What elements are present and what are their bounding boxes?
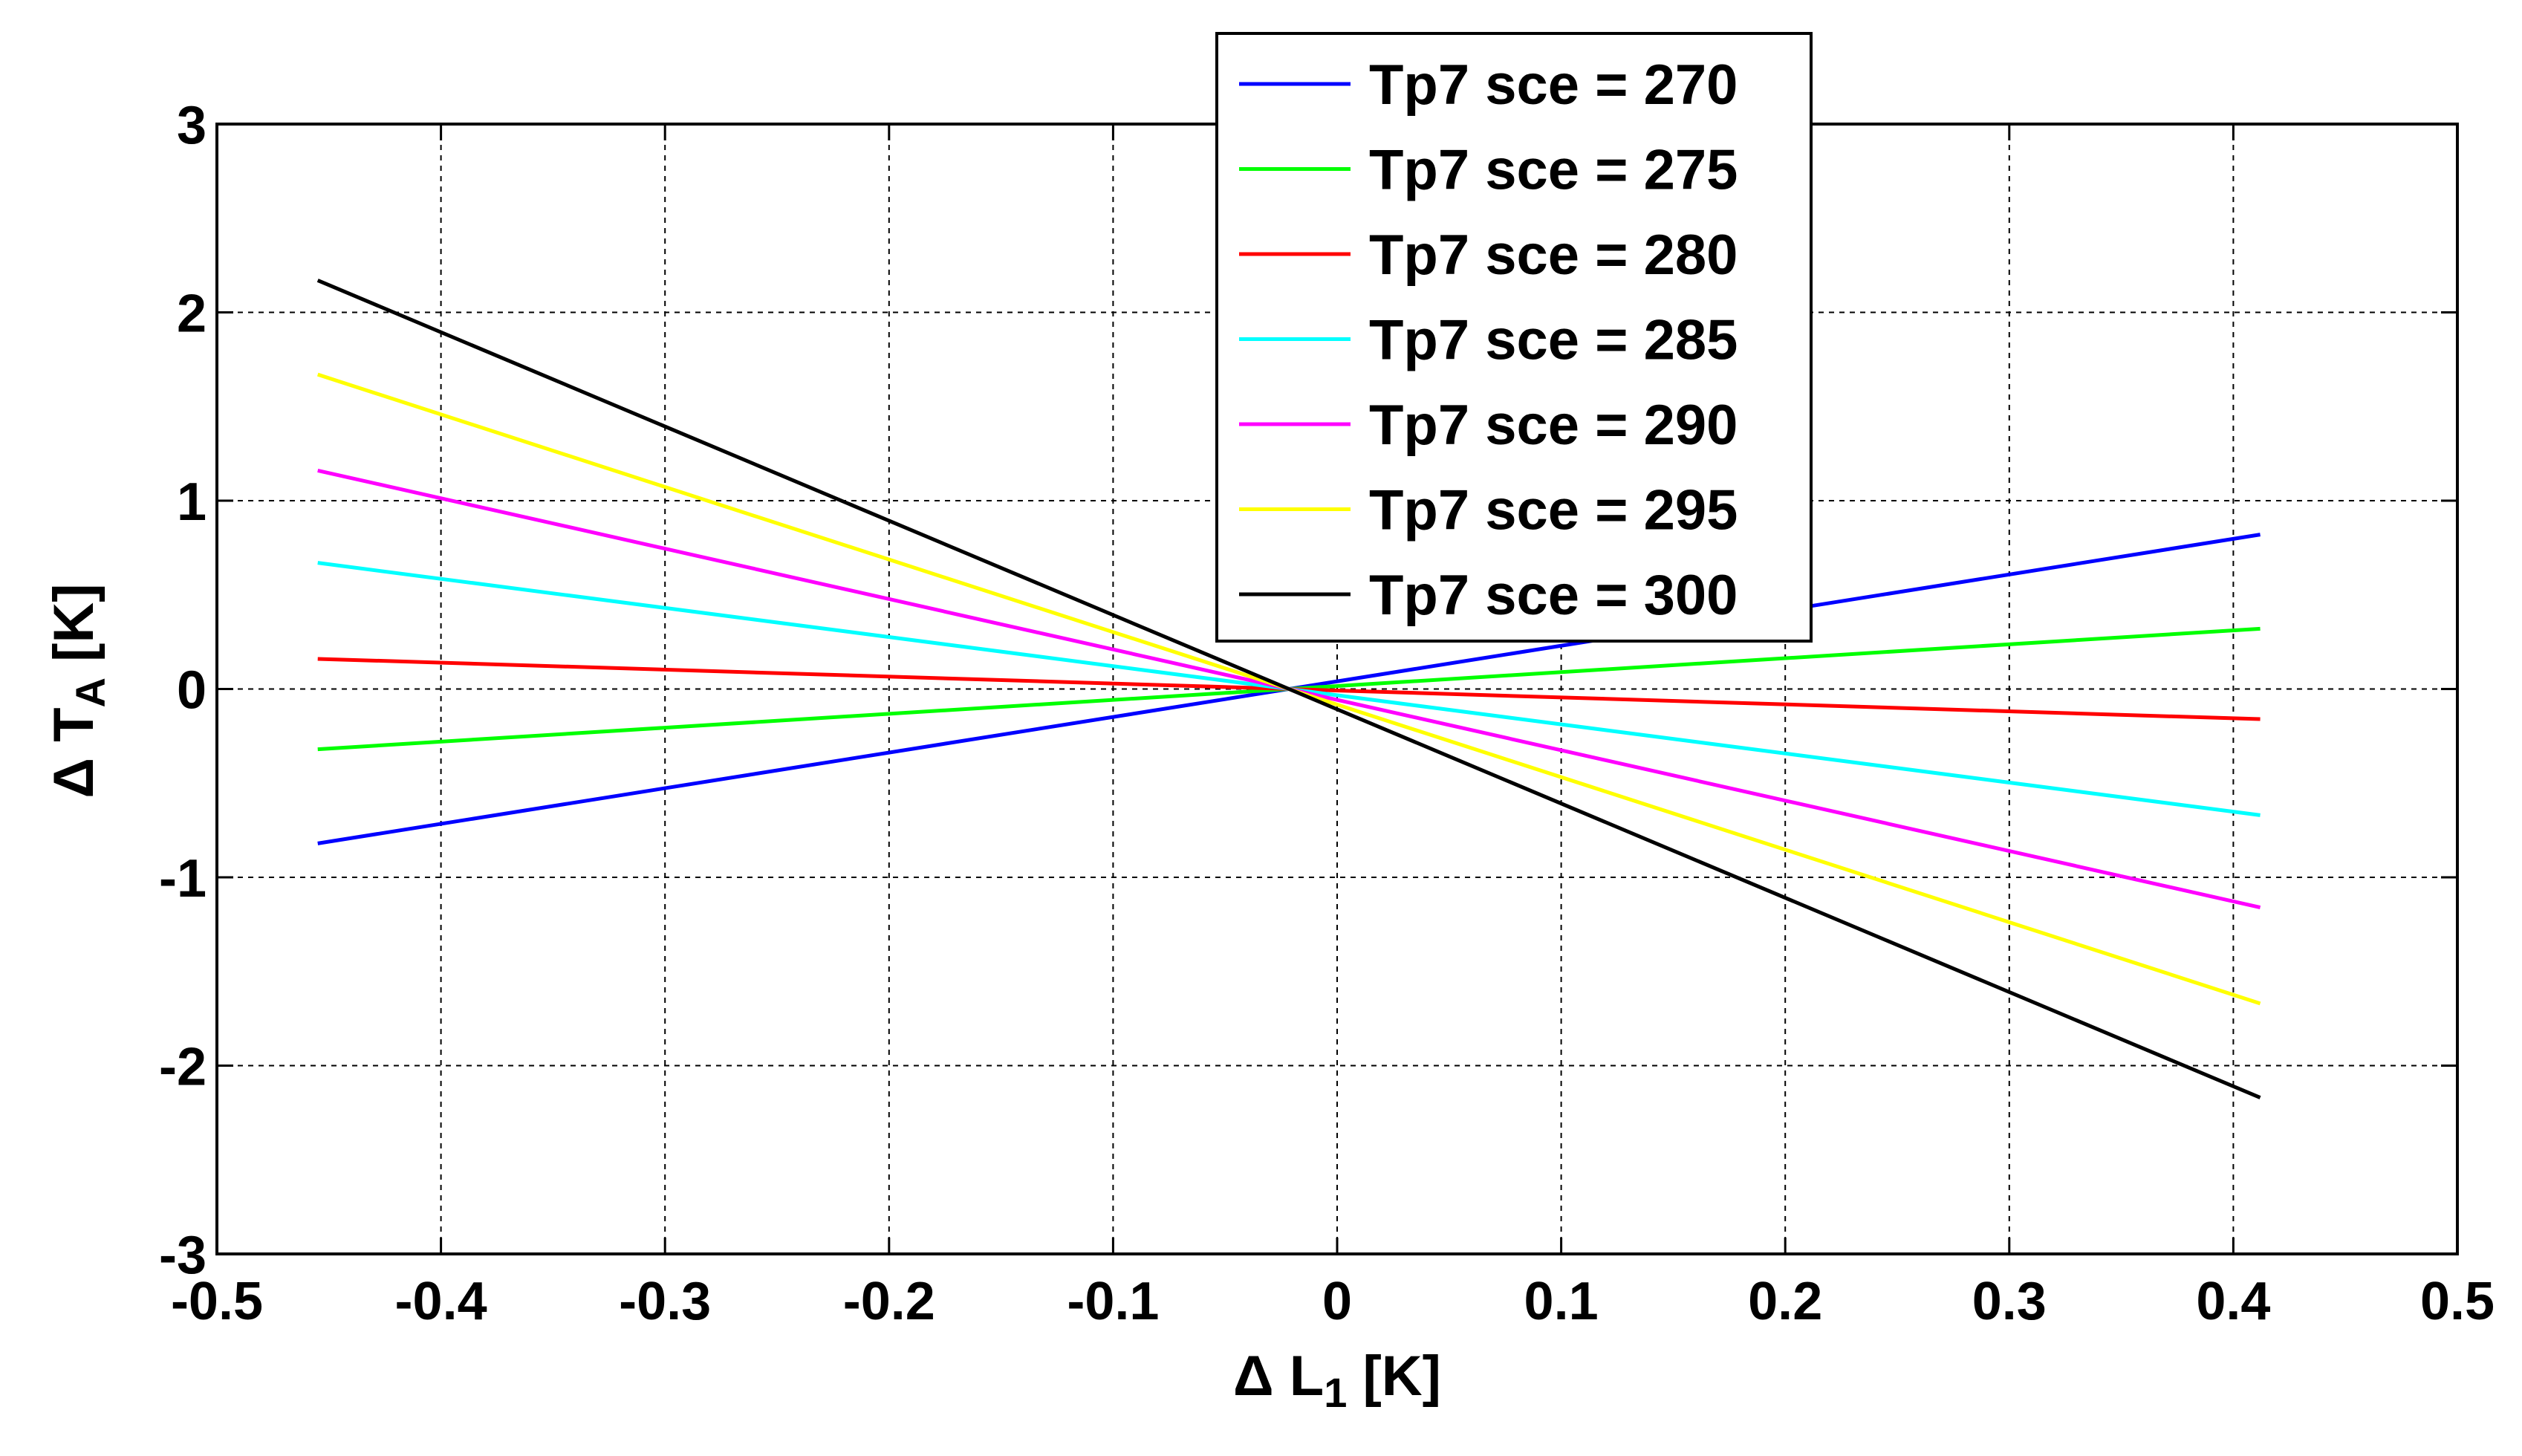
- x-tick-label: 0: [1322, 1272, 1352, 1331]
- y-tick-label: -1: [159, 849, 207, 909]
- legend-label: Tp7 sce = 275: [1369, 139, 1738, 202]
- x-tick-label: 0.3: [1972, 1272, 2047, 1331]
- x-axis-label: Δ L1 [K]: [1233, 1345, 1441, 1416]
- x-tick-label: -0.3: [619, 1272, 711, 1331]
- x-axis-label-prefix: Δ L: [1233, 1345, 1324, 1408]
- series-line: [316, 279, 2261, 1099]
- y-tick-label: 3: [177, 96, 207, 155]
- x-tick-label: 0.4: [2196, 1272, 2270, 1331]
- x-tick-label: -0.1: [1067, 1272, 1159, 1331]
- x-axis-label-subscript: 1: [1324, 1369, 1347, 1416]
- y-axis-label-subscript: A: [67, 677, 114, 707]
- legend-label: Tp7 sce = 270: [1369, 53, 1738, 117]
- y-tick-label: 0: [177, 661, 207, 721]
- y-tick-label: -3: [159, 1226, 207, 1285]
- x-tick-labels: -0.5 -0.4 -0.3 -0.2 -0.1 0 0.1 0.2 0.3 0.4 0.5: [171, 1272, 2495, 1331]
- x-tick-label: -0.5: [171, 1272, 263, 1331]
- y-tick-label: 2: [177, 285, 207, 344]
- legend: Tp7 sce = 270 Tp7 sce = 275 Tp7 sce = 280 T…: [1215, 32, 1813, 643]
- y-tick-labels: -3 -2 -1 0 1 2 3: [159, 96, 207, 1285]
- x-tick-label: -0.2: [843, 1272, 935, 1331]
- y-tick-label: 1: [177, 472, 207, 532]
- y-axis-label-suffix: [K]: [42, 583, 105, 677]
- legend-label: Tp7 sce = 295: [1369, 479, 1738, 542]
- legend-label: Tp7 sce = 290: [1369, 394, 1738, 457]
- y-axis-label: Δ TA [K]: [42, 583, 114, 798]
- series-lines: [316, 279, 2261, 1099]
- legend-label: Tp7 sce = 300: [1369, 564, 1738, 627]
- y-axis-label-prefix: Δ T: [42, 707, 105, 798]
- legend-label: Tp7 sce = 285: [1369, 309, 1738, 372]
- x-axis-label-suffix: [K]: [1347, 1345, 1441, 1408]
- axis-ticks: [215, 123, 2459, 1255]
- x-tick-label: -0.4: [395, 1272, 487, 1331]
- x-tick-label: 0.2: [1748, 1272, 1822, 1331]
- legend-label: Tp7 sce = 280: [1369, 224, 1738, 287]
- x-tick-label: 0.1: [1524, 1272, 1599, 1331]
- y-tick-label: -2: [159, 1038, 207, 1097]
- x-tick-label: 0.5: [2420, 1272, 2495, 1331]
